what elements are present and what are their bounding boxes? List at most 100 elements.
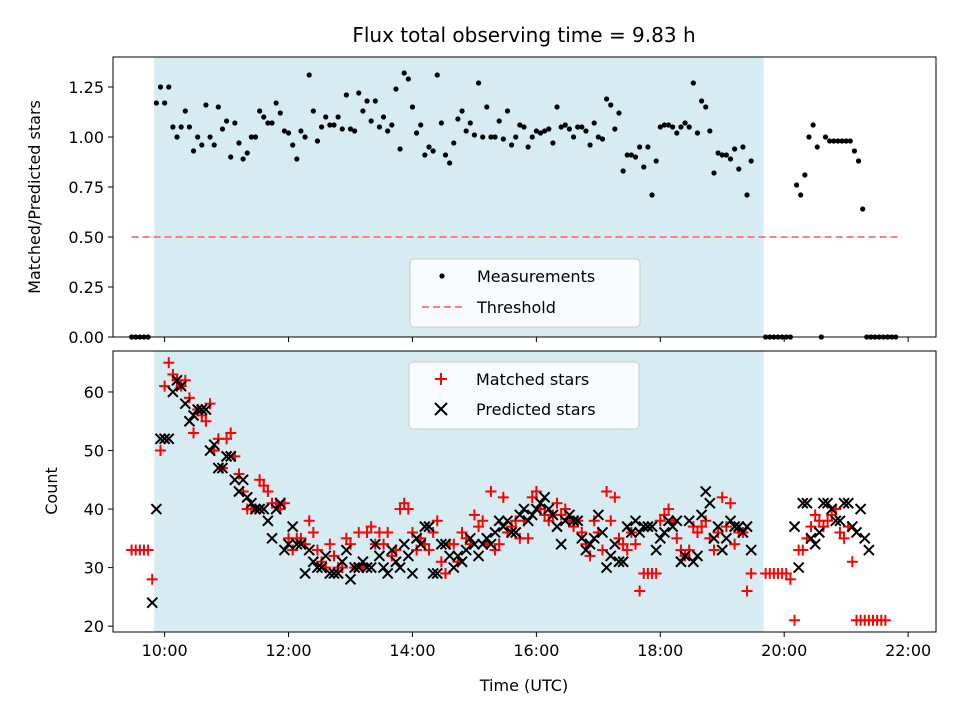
matched-star-point bbox=[485, 486, 497, 497]
measurement-point bbox=[736, 166, 742, 172]
bottom-axes-frame bbox=[112, 350, 937, 633]
matched-star-point bbox=[427, 526, 439, 538]
predicted-star-point bbox=[497, 520, 510, 533]
bottom-x-ticks: 10:00 12:00 14:00 16:00 18:00 20:00 22:00 bbox=[142, 632, 931, 660]
predicted-star-point bbox=[175, 380, 187, 392]
measurement-point bbox=[587, 142, 593, 148]
matched-star-point bbox=[473, 521, 485, 533]
predicted-star-point bbox=[745, 544, 757, 556]
matched-star-point bbox=[316, 556, 328, 568]
measurement-point bbox=[835, 138, 841, 144]
measurement-point bbox=[162, 100, 168, 106]
predicted-star-point bbox=[551, 520, 563, 533]
measurement-point bbox=[595, 134, 601, 140]
measurement-point bbox=[409, 104, 416, 110]
matched-star-point bbox=[489, 544, 501, 556]
measurement-point bbox=[855, 158, 862, 164]
matched-star-point bbox=[435, 556, 447, 568]
matched-star-point bbox=[142, 544, 154, 556]
matched-star-point bbox=[576, 526, 588, 538]
legend-measurements-label: Measurements bbox=[477, 267, 595, 286]
measurement-point bbox=[806, 134, 812, 140]
predicted-star-point bbox=[472, 550, 485, 562]
predicted-star-point bbox=[863, 544, 875, 556]
measurement-point bbox=[273, 100, 279, 106]
matched-star-point bbox=[406, 526, 418, 538]
predicted-star-point bbox=[638, 520, 650, 533]
measurement-point bbox=[562, 122, 568, 128]
matched-star-point bbox=[551, 497, 563, 509]
bottom-panel: 20 30 40 50 60 10:00 12:00 14:00 16:00 18:00 20:0… bbox=[42, 350, 937, 695]
measurement-point bbox=[360, 108, 366, 114]
measurement-point bbox=[727, 156, 734, 162]
x-tick-label: 22:00 bbox=[885, 641, 931, 660]
measurement-point bbox=[199, 142, 205, 148]
predicted-star-point bbox=[675, 556, 687, 568]
matched-star-point bbox=[530, 486, 542, 497]
predicted-star-point bbox=[485, 538, 497, 550]
matched-star-point bbox=[440, 567, 452, 579]
matched-star-point bbox=[716, 491, 728, 503]
measurement-point bbox=[612, 126, 618, 132]
matched-star-point bbox=[805, 521, 817, 533]
measurement-point bbox=[575, 124, 581, 130]
measurement-point bbox=[451, 140, 457, 146]
predicted-star-point bbox=[716, 544, 728, 556]
top-y-tick-label: 1.00 bbox=[68, 128, 104, 147]
measurement-point bbox=[558, 124, 564, 130]
predicted-star-point bbox=[270, 503, 282, 515]
matched-star-point bbox=[411, 544, 423, 556]
matched-star-point bbox=[741, 585, 753, 597]
measurement-point bbox=[447, 160, 453, 166]
measurement-point bbox=[347, 126, 354, 132]
measurement-point bbox=[190, 148, 197, 154]
matched-star-point bbox=[225, 427, 237, 439]
measurement-point bbox=[711, 170, 717, 176]
measurement-point bbox=[521, 124, 527, 130]
predicted-star-point bbox=[410, 532, 423, 545]
predicted-star-point bbox=[245, 497, 258, 509]
predicted-star-point bbox=[406, 567, 419, 580]
top-x-ticks bbox=[164, 337, 909, 342]
measurement-point bbox=[508, 142, 515, 148]
measurement-point bbox=[645, 144, 651, 150]
matched-star-point bbox=[340, 532, 352, 544]
predicted-star-point bbox=[332, 567, 344, 580]
predicted-star-point bbox=[320, 550, 332, 562]
predicted-star-point bbox=[167, 386, 179, 398]
top-y-tick-label: 0.50 bbox=[68, 228, 104, 247]
predicted-star-point bbox=[344, 573, 357, 586]
predicted-star-point bbox=[563, 509, 576, 521]
measurement-point bbox=[480, 134, 486, 140]
measurement-point bbox=[632, 154, 639, 160]
matched-star-point bbox=[477, 515, 489, 527]
predicted-star-point bbox=[394, 561, 406, 574]
matched-star-point bbox=[526, 491, 538, 503]
predicted-star-point bbox=[158, 433, 171, 445]
predicted-star-point bbox=[671, 515, 683, 527]
matched-star-point bbox=[448, 538, 460, 550]
matched-star-point bbox=[658, 509, 670, 521]
matched-star-point bbox=[188, 427, 200, 439]
predicted-star-point bbox=[733, 520, 745, 533]
predicted-star-point bbox=[299, 567, 311, 580]
measurement-point bbox=[463, 128, 469, 134]
predicted-star-point bbox=[154, 433, 167, 445]
matched-star-point bbox=[650, 567, 662, 579]
predicted-star-point bbox=[481, 532, 493, 545]
measurement-point bbox=[831, 138, 837, 144]
matched-star-point bbox=[559, 503, 571, 515]
predicted-star-point bbox=[662, 515, 675, 527]
matched-star-point bbox=[708, 544, 720, 556]
predicted-star-point bbox=[712, 520, 724, 533]
matched-star-point bbox=[601, 486, 613, 497]
measurement-point bbox=[517, 122, 523, 128]
measurement-point bbox=[715, 150, 721, 156]
measurement-point bbox=[542, 128, 548, 134]
predicted-star-point bbox=[842, 497, 854, 509]
measurement-point bbox=[703, 104, 709, 110]
matched-star-point bbox=[345, 538, 357, 550]
measurement-point bbox=[719, 152, 725, 158]
matched-star-point bbox=[497, 491, 509, 503]
measurement-point bbox=[215, 104, 221, 110]
